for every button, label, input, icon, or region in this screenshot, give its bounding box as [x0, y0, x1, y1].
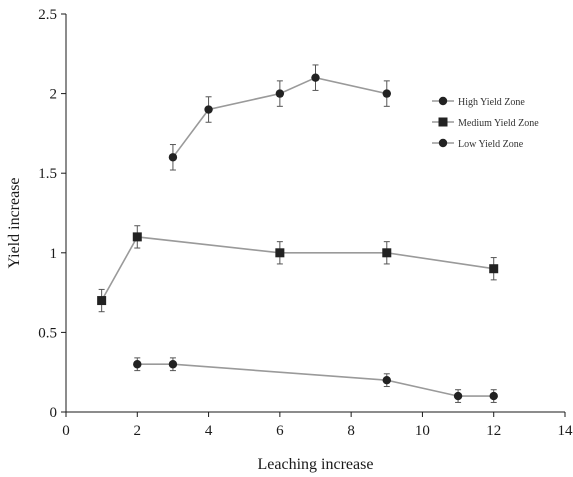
data-point — [168, 153, 178, 162]
x-tick-label: 12 — [486, 423, 501, 439]
plot-area: 0 2 4 6 8 10 12 14 0 0.5 1 1.5 2 2.5 — [38, 7, 573, 439]
legend: High Yield Zone Medium Yield Zone Low Yiel… — [432, 96, 539, 150]
data-point — [489, 264, 499, 274]
x-tick-label: 0 — [62, 423, 70, 439]
y-tick-label: 2 — [50, 87, 58, 103]
x-tick-label: 2 — [134, 423, 142, 439]
legend-swatch-marker — [438, 117, 448, 127]
series-line — [137, 363, 494, 397]
data-point — [275, 248, 285, 258]
data-point — [97, 296, 107, 306]
data-point — [453, 391, 463, 401]
series-line — [100, 236, 494, 301]
y-tick-label: 1 — [50, 246, 58, 262]
legend-item: Medium Yield Zone — [432, 117, 539, 129]
y-tick-label: 1.5 — [38, 166, 57, 182]
series-layer — [97, 64, 499, 403]
x-tick-label: 10 — [415, 423, 430, 439]
data-point — [132, 232, 142, 242]
legend-label: Medium Yield Zone — [458, 118, 539, 129]
x-tick-label: 4 — [205, 423, 213, 439]
legend-swatch-marker — [438, 138, 448, 148]
y-tick-label: 0 — [50, 405, 58, 421]
y-tick-label: 2.5 — [38, 7, 57, 23]
data-point — [382, 89, 391, 98]
y-tick-label: 0.5 — [38, 325, 57, 341]
y-axis-title: Yield increase — [6, 177, 23, 268]
x-tick-label: 14 — [558, 423, 573, 439]
legend-item: High Yield Zone — [432, 96, 525, 108]
data-point — [204, 105, 213, 114]
data-point — [489, 391, 498, 401]
series-3 — [133, 357, 498, 403]
legend-label: High Yield Zone — [458, 97, 525, 108]
legend-label: Low Yield Zone — [458, 139, 524, 150]
x-tick-label: 8 — [347, 423, 355, 439]
x-tick-label: 6 — [276, 423, 284, 439]
data-point — [382, 375, 391, 385]
legend-swatch-marker — [438, 96, 448, 106]
data-point — [311, 73, 320, 82]
series-2 — [97, 225, 499, 313]
x-axis-ticks: 0 2 4 6 8 10 12 14 — [62, 412, 573, 439]
data-point — [275, 89, 285, 98]
data-point — [382, 248, 392, 258]
legend-item: Low Yield Zone — [432, 138, 524, 150]
data-point — [168, 360, 178, 369]
data-point — [133, 360, 142, 369]
x-axis-title: Leaching increase — [258, 456, 374, 473]
y-axis-ticks: 0 0.5 1 1.5 2 2.5 — [38, 7, 66, 421]
series-1 — [168, 64, 391, 171]
